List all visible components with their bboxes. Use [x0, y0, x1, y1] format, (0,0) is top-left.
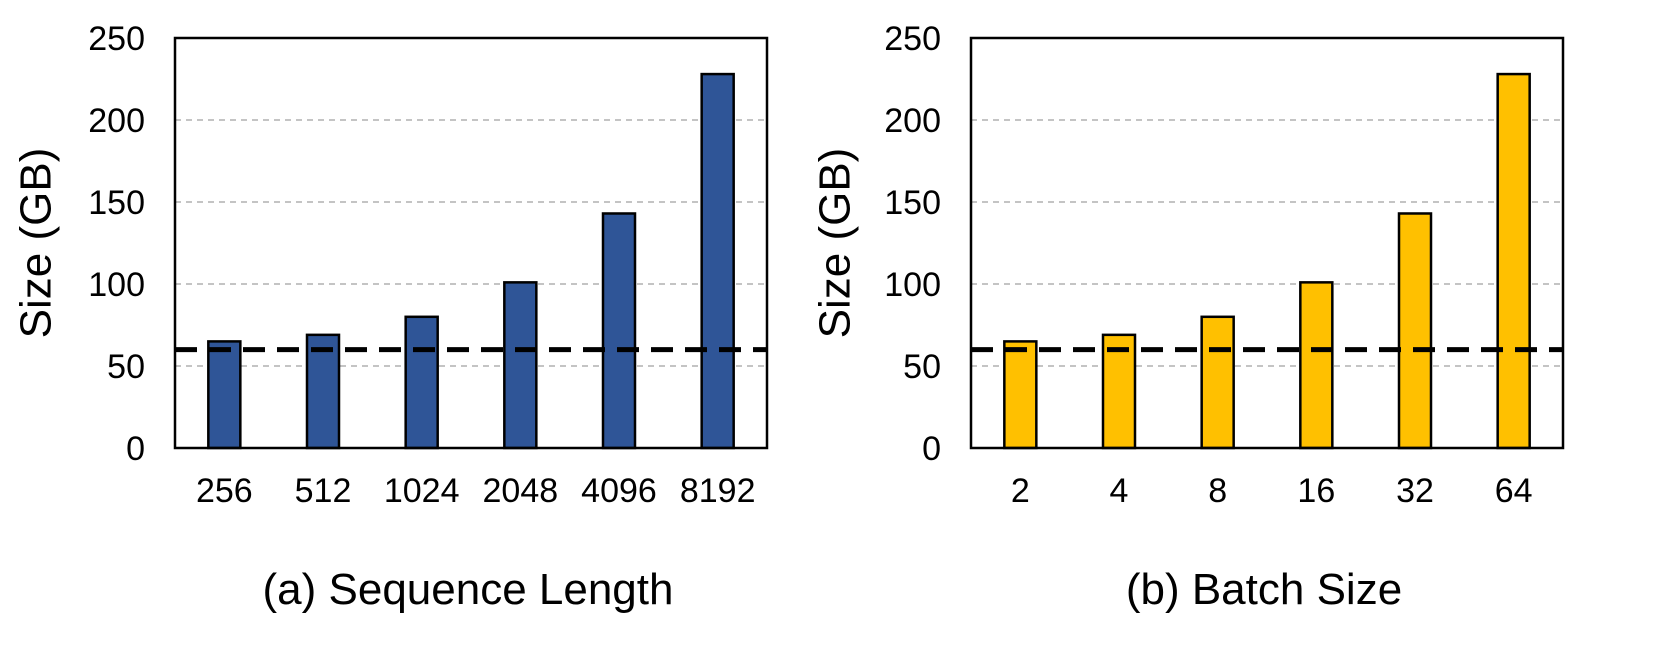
y-tick-label: 100 — [88, 266, 145, 304]
y-axis-label: Size (GB) — [810, 148, 859, 339]
bar — [503, 281, 538, 450]
bar — [404, 315, 439, 450]
chart-title: (a) Sequence Length — [263, 565, 674, 614]
y-tick-label: 150 — [88, 184, 145, 222]
y-tick-label: 150 — [884, 184, 941, 222]
y-tick-labels: 0 50 100 150 200 250 — [884, 20, 941, 468]
x-tick-label: 256 — [196, 472, 253, 510]
y-tick-label: 250 — [884, 20, 941, 58]
x-tick-label: 64 — [1495, 472, 1533, 510]
y-tick-labels: 0 50 100 150 200 250 — [88, 20, 145, 468]
gridlines — [175, 119, 767, 367]
x-tick-label: 4096 — [581, 472, 657, 510]
x-tick-label: 4 — [1110, 472, 1129, 510]
bar — [1003, 340, 1038, 450]
bar — [1200, 315, 1235, 450]
bar — [1101, 333, 1137, 450]
bars — [207, 72, 735, 450]
x-tick-label: 8192 — [680, 472, 756, 510]
y-axis-label: Size (GB) — [11, 148, 60, 339]
bar — [700, 72, 735, 450]
y-tick-label: 200 — [884, 102, 941, 140]
bars — [1003, 72, 1531, 450]
bar — [1397, 212, 1433, 450]
x-tick-label: 32 — [1396, 472, 1434, 510]
y-tick-label: 100 — [884, 266, 941, 304]
bar — [601, 212, 637, 450]
x-tick-label: 1024 — [384, 472, 460, 510]
panel-b: 0 50 100 150 200 250 2 4 8 16 32 64 Size (GB) (b) … — [810, 20, 1565, 614]
y-tick-label: 200 — [88, 102, 145, 140]
y-tick-label: 0 — [922, 430, 941, 468]
y-tick-label: 50 — [107, 348, 145, 386]
y-tick-label: 50 — [903, 348, 941, 386]
x-tick-labels: 256 512 1024 2048 4096 8192 — [196, 472, 756, 510]
plot-frame — [969, 36, 1565, 450]
x-tick-labels: 2 4 8 16 32 64 — [1011, 472, 1533, 510]
bar — [207, 340, 242, 450]
plot-frame — [173, 36, 769, 450]
x-tick-label: 512 — [295, 472, 352, 510]
panel-a: 0 50 100 150 200 250 256 512 1024 2048 4096 8192 S… — [11, 20, 769, 614]
x-tick-label: 2 — [1011, 472, 1030, 510]
y-tick-label: 0 — [126, 430, 145, 468]
x-tick-label: 8 — [1208, 472, 1227, 510]
bar — [1299, 281, 1334, 450]
y-tick-label: 250 — [88, 20, 145, 58]
x-tick-label: 16 — [1297, 472, 1335, 510]
bar — [1496, 72, 1531, 450]
chart-title: (b) Batch Size — [1126, 565, 1402, 614]
x-tick-label: 2048 — [483, 472, 559, 510]
gridlines — [971, 119, 1563, 367]
